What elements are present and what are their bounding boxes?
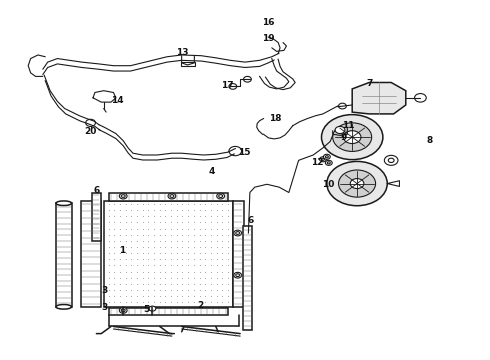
Bar: [181, 62, 196, 66]
Circle shape: [319, 157, 326, 162]
Circle shape: [119, 193, 127, 199]
Text: 17: 17: [220, 81, 233, 90]
Bar: [92, 193, 101, 241]
Circle shape: [343, 131, 361, 144]
Circle shape: [350, 179, 364, 189]
Bar: [233, 202, 244, 307]
Circle shape: [339, 103, 346, 109]
Bar: [109, 193, 228, 202]
Text: 20: 20: [84, 127, 96, 136]
Text: 8: 8: [426, 136, 432, 145]
Circle shape: [217, 193, 224, 199]
Text: 3: 3: [101, 303, 108, 312]
Text: 9: 9: [341, 133, 347, 142]
Text: 19: 19: [262, 35, 274, 44]
Circle shape: [415, 94, 426, 102]
Text: 1: 1: [119, 246, 125, 255]
Circle shape: [384, 156, 398, 165]
Bar: [243, 226, 252, 330]
Text: 7: 7: [366, 79, 372, 88]
Text: 16: 16: [262, 18, 274, 27]
Text: 15: 15: [238, 148, 250, 157]
Text: 4: 4: [209, 167, 215, 176]
Circle shape: [244, 76, 251, 82]
Circle shape: [149, 306, 156, 311]
Bar: [109, 307, 228, 315]
Bar: [56, 203, 72, 307]
Circle shape: [229, 147, 242, 156]
Text: 2: 2: [197, 301, 203, 310]
Text: 11: 11: [342, 121, 355, 130]
Circle shape: [234, 230, 242, 236]
Text: 6: 6: [93, 186, 99, 195]
Polygon shape: [352, 82, 406, 114]
Bar: [104, 202, 233, 307]
Text: 18: 18: [269, 114, 281, 123]
Circle shape: [234, 273, 242, 278]
Text: 12: 12: [311, 158, 324, 167]
Circle shape: [339, 170, 375, 197]
Text: 6: 6: [248, 216, 254, 225]
Circle shape: [335, 126, 345, 134]
Circle shape: [168, 193, 176, 199]
Bar: [81, 202, 101, 307]
Circle shape: [325, 160, 332, 165]
Ellipse shape: [56, 201, 72, 206]
Circle shape: [86, 119, 96, 126]
Text: 3: 3: [101, 285, 108, 294]
Circle shape: [229, 84, 237, 89]
Text: 10: 10: [321, 180, 334, 189]
Text: 13: 13: [176, 48, 189, 57]
Text: 14: 14: [111, 96, 123, 105]
Circle shape: [323, 154, 330, 159]
Circle shape: [333, 123, 372, 152]
Circle shape: [321, 114, 383, 159]
Ellipse shape: [56, 305, 72, 309]
Text: 5: 5: [144, 305, 150, 314]
Circle shape: [119, 307, 127, 313]
Circle shape: [327, 161, 387, 206]
Circle shape: [388, 158, 394, 162]
